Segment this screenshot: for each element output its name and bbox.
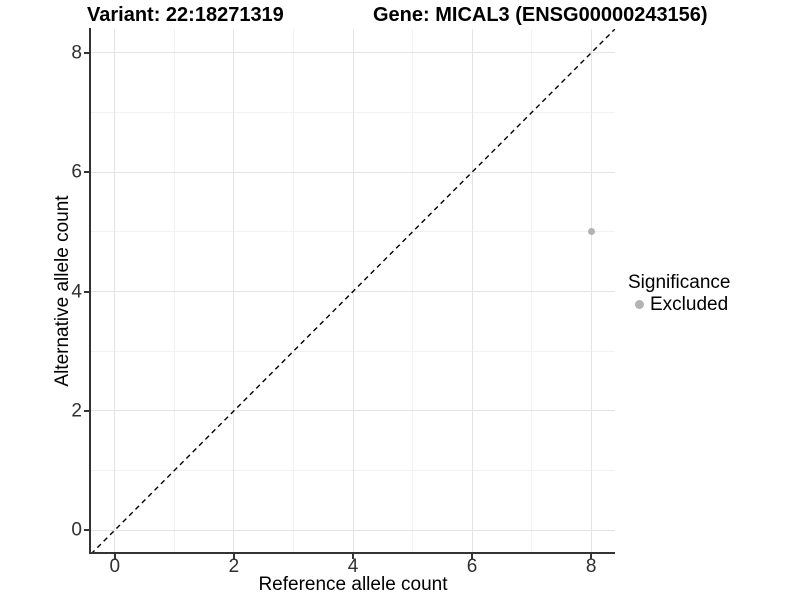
legend-title: Significance xyxy=(628,272,731,293)
legend-point-icon xyxy=(635,300,644,309)
y-tick-mark xyxy=(84,171,89,174)
x-tick-mark xyxy=(352,554,354,559)
x-tick-mark xyxy=(590,554,593,559)
legend-item-label: Excluded xyxy=(650,294,729,315)
x-tick-label: 4 xyxy=(347,556,359,577)
y-tick-label: 0 xyxy=(71,519,82,541)
x-tick-mark xyxy=(113,554,116,559)
y-tick-mark xyxy=(84,51,89,54)
data-point xyxy=(587,228,595,236)
x-tick-label: 0 xyxy=(109,556,121,577)
gridline-y-major xyxy=(91,529,615,531)
plot-panel xyxy=(91,29,615,554)
variant-title: Variant: 22:18271319 xyxy=(87,4,284,26)
gene-title: Gene: MICAL3 (ENSG00000243156) xyxy=(373,4,708,26)
y-axis-line xyxy=(89,28,91,554)
y-tick-mark xyxy=(84,409,89,412)
y-tick-mark xyxy=(84,290,89,293)
x-tick-mark xyxy=(232,554,235,559)
legend: Significance Excluded xyxy=(628,272,730,315)
x-axis-line xyxy=(89,552,615,554)
y-tick-label: 6 xyxy=(71,161,82,183)
y-tick-label: 4 xyxy=(71,281,82,302)
legend-item-excluded: Excluded xyxy=(628,294,730,315)
x-tick-label: 8 xyxy=(585,556,597,577)
x-tick-label: 2 xyxy=(228,556,240,577)
y-tick-mark xyxy=(84,529,89,532)
gridline-y-major xyxy=(91,410,615,412)
x-axis-title: Reference allele count xyxy=(258,574,448,595)
x-tick-mark xyxy=(471,554,474,559)
identity-line xyxy=(91,29,615,554)
gridline-y-major xyxy=(91,52,615,54)
y-tick-label: 8 xyxy=(71,42,82,64)
gridline-y-major xyxy=(91,171,615,173)
x-tick-label: 6 xyxy=(466,556,478,577)
y-tick-label: 2 xyxy=(71,400,82,422)
